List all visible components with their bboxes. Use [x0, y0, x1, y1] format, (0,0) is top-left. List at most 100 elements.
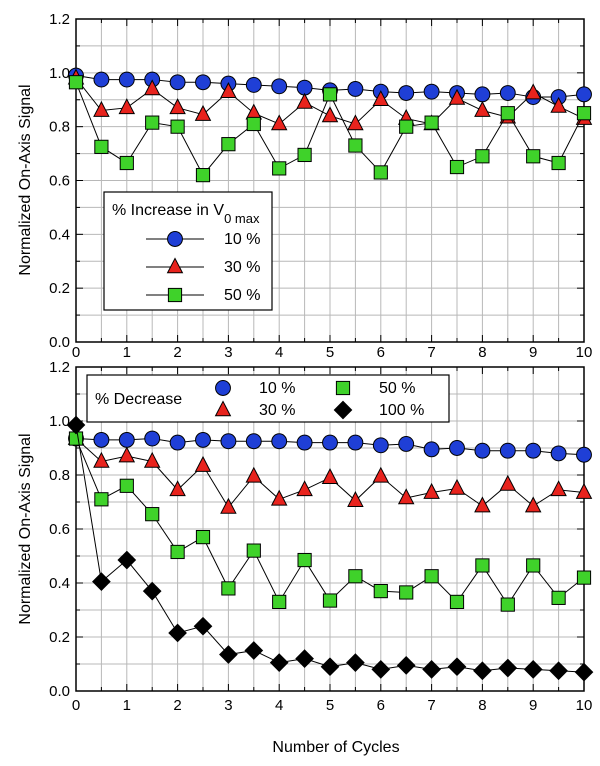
data-point: [118, 98, 136, 115]
data-point: [499, 85, 516, 101]
x-tick-label: 0: [72, 697, 80, 714]
data-point: [170, 119, 185, 134]
data-point: [576, 446, 592, 463]
data-point: [145, 115, 160, 130]
data-point: [93, 451, 110, 468]
bottom-panel: 0 1 2 3 4 5 6 7 8 9 10 0.0 0.2 0.4 0.6 0.8 1.0 1.2 Normali…: [17, 359, 594, 714]
data-point: [347, 434, 364, 451]
data-point: [499, 442, 516, 459]
data-point: [574, 662, 594, 682]
data-point: [523, 660, 543, 679]
data-point: [447, 657, 467, 677]
data-point: [119, 155, 134, 171]
x-tick-label: 3: [224, 344, 232, 361]
data-point: [500, 106, 515, 121]
x-tick-label: 4: [275, 344, 283, 361]
x-tick-label: 9: [529, 697, 537, 714]
legend-marker: [335, 380, 351, 396]
data-point: [269, 653, 289, 672]
data-point: [221, 137, 236, 152]
x-tick-label: 5: [326, 697, 334, 714]
data-point: [193, 616, 213, 636]
y-axis-title: Normalized On-Axis Signal: [17, 433, 34, 624]
y-tick-label: 0.2: [49, 280, 70, 297]
data-point: [92, 572, 111, 591]
data-point: [93, 71, 110, 88]
data-point: [245, 466, 263, 483]
plot-frame: [75, 18, 585, 343]
series-50-square: [68, 75, 592, 183]
data-point: [473, 661, 492, 681]
data-point: [245, 433, 262, 450]
data-point: [399, 119, 414, 134]
x-tick-label: 5: [326, 344, 334, 361]
data-point: [322, 593, 338, 608]
data-point: [195, 74, 211, 91]
data-point: [295, 649, 314, 668]
data-point: [246, 543, 261, 558]
x-tick-label: 3: [224, 697, 232, 714]
data-point: [398, 436, 415, 452]
data-point: [424, 115, 439, 130]
data-point: [449, 159, 465, 175]
data-point: [423, 441, 440, 458]
y-tick-label: 1.2: [49, 359, 70, 376]
data-point: [373, 584, 388, 599]
plot-frame: [75, 366, 585, 692]
x-tick-label: 4: [275, 697, 283, 714]
legend-marker: [167, 287, 183, 303]
legend-marker: [214, 400, 232, 417]
legend-label: 10 %: [259, 380, 295, 397]
data-point: [475, 558, 490, 573]
data-point: [550, 96, 567, 113]
data-point: [498, 658, 518, 678]
data-point: [321, 106, 339, 123]
data-point: [448, 88, 466, 105]
data-point: [474, 100, 491, 117]
data-point: [194, 455, 212, 472]
data-point: [347, 491, 364, 507]
data-point: [423, 482, 440, 499]
legend-box: [103, 191, 273, 311]
data-point: [422, 660, 441, 679]
data-point: [117, 550, 137, 570]
data-point: [424, 569, 439, 584]
data-point: [423, 83, 440, 100]
data-point: [500, 597, 515, 612]
data-point: [93, 100, 110, 117]
legend-label: 50 %: [379, 380, 415, 397]
data-point: [272, 594, 287, 609]
data-point: [219, 645, 238, 664]
data-point: [296, 434, 313, 451]
data-point: [321, 468, 339, 484]
data-point: [118, 446, 136, 463]
legend-marker: [333, 400, 353, 420]
legend-marker: [166, 257, 184, 274]
data-point: [168, 623, 187, 643]
data-point: [322, 87, 338, 102]
legend-box: [86, 374, 450, 423]
data-point: [272, 161, 287, 176]
legend-label: 30 %: [224, 259, 260, 276]
data-point: [169, 74, 186, 91]
data-point: [297, 147, 312, 163]
legend-title-subscript: 0 max: [224, 211, 260, 226]
data-point: [475, 149, 490, 164]
data-point: [66, 415, 86, 435]
x-tick-label: 10: [576, 344, 593, 361]
data-point: [551, 590, 566, 605]
series-100-diamond: [66, 415, 594, 682]
data-point: [449, 594, 465, 609]
data-point: [398, 85, 415, 101]
data-point: [271, 78, 288, 95]
legend: % Decrease 10 % 30 % 50 % 100 %: [86, 374, 450, 423]
data-point: [397, 488, 415, 505]
data-point: [373, 165, 388, 180]
data-point: [576, 570, 592, 585]
data-point: [524, 496, 542, 513]
data-point: [271, 433, 288, 450]
data-point: [396, 656, 416, 675]
data-point: [322, 434, 338, 451]
data-point: [346, 653, 365, 672]
